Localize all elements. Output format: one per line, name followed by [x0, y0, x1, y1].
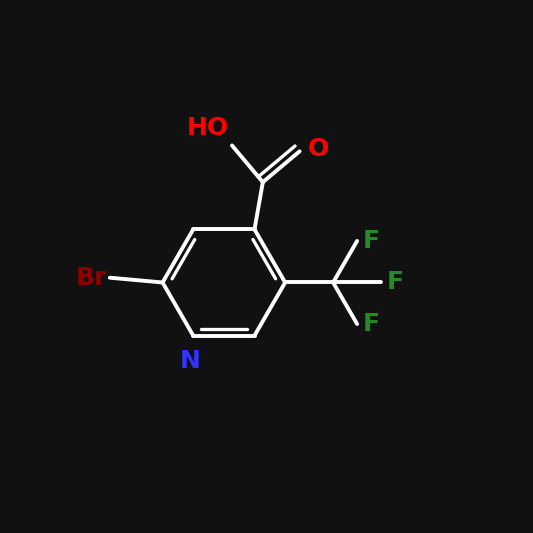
- Text: F: F: [362, 229, 379, 253]
- Text: HO: HO: [187, 116, 229, 140]
- Text: N: N: [180, 349, 201, 373]
- Text: F: F: [362, 312, 379, 336]
- Text: F: F: [386, 270, 403, 295]
- Text: Br: Br: [76, 265, 107, 290]
- Text: O: O: [308, 136, 329, 160]
